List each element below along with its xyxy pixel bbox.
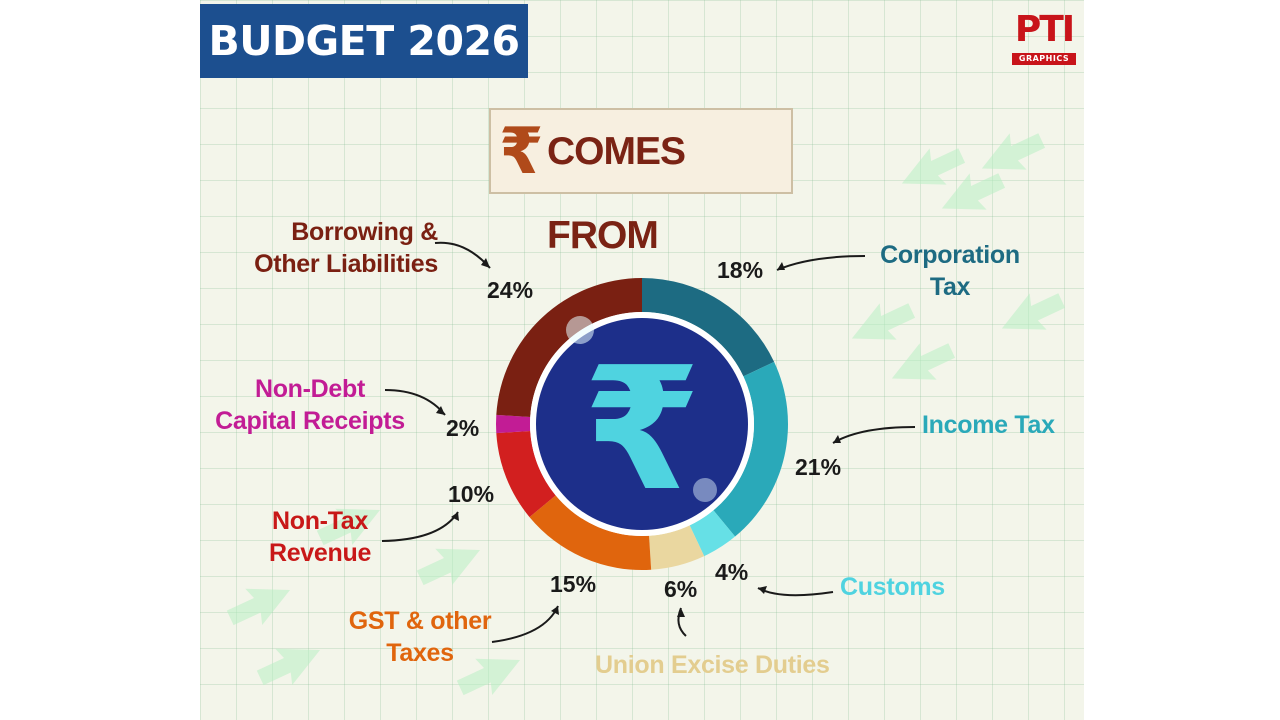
- label-customs-line1: Customs: [840, 573, 945, 601]
- label-non-tax-line2: Revenue: [268, 539, 372, 567]
- arrow-non-tax: [381, 511, 459, 542]
- label-union-excise: Union Excise Duties: [595, 649, 835, 681]
- label-non-debt: Non-Debt Capital Receipts: [210, 373, 410, 437]
- label-gst-line2: Taxes: [386, 639, 454, 667]
- label-non-tax: Non-Tax Revenue: [250, 505, 390, 569]
- pct-gst: 15%: [550, 571, 597, 597]
- label-borrowing-line1: Borrowing &: [291, 218, 438, 246]
- label-non-debt-line1: Non-Debt: [254, 375, 366, 403]
- budget-banner: BUDGET 2026: [200, 4, 528, 78]
- infographic-canvas: BUDGET 2026 PTI GRAPHICS ₹ COMES FROM ₹: [200, 0, 1084, 720]
- label-gst-line1: GST & other: [348, 607, 492, 635]
- label-non-tax-line1: Non-Tax: [271, 507, 369, 535]
- label-union-excise-line1: Union Excise Duties: [595, 651, 830, 679]
- label-gst: GST & other Taxes: [340, 605, 500, 669]
- center-rupee-icon: ₹: [583, 331, 701, 529]
- arrow-heads: [436, 258, 841, 617]
- label-corporation-line2: Tax: [929, 273, 971, 301]
- label-non-debt-line2: Capital Receipts: [215, 407, 405, 435]
- rupee-icon: ₹: [499, 115, 544, 189]
- slice-non-tax-revenue: [496, 431, 556, 518]
- center-disc: [536, 318, 748, 530]
- sparkle-top: [566, 316, 594, 344]
- pct-non-tax: 10%: [448, 481, 495, 507]
- chart-title-text: COMES FROM: [547, 130, 686, 257]
- pct-corporation-tax: 18%: [717, 257, 764, 283]
- slice-income-tax: [713, 361, 789, 537]
- label-customs: Customs: [840, 571, 950, 603]
- slice-borrowing-other-liabilities: [496, 278, 642, 417]
- pct-union-excise: 6%: [664, 576, 698, 602]
- label-income-line1: Income Tax: [922, 411, 1055, 439]
- pti-logo-mark: PTI: [1014, 9, 1075, 50]
- label-borrowing-line2: Other Liabilities: [254, 250, 438, 278]
- arrow-corporation: [776, 255, 866, 271]
- donut-chart: ₹: [381, 241, 916, 643]
- label-income-tax: Income Tax: [922, 409, 1072, 441]
- pti-graphics-logo: PTI GRAPHICS: [1012, 10, 1076, 66]
- slice-non-debt-capital-receipts: [495, 414, 531, 434]
- slice-union-excise-duties: [649, 525, 705, 570]
- label-corporation-line1: Corporation: [880, 241, 1020, 269]
- sparkle-bottom: [693, 478, 717, 502]
- pct-income-tax: 21%: [795, 454, 842, 480]
- label-borrowing: Borrowing & Other Liabilities: [250, 216, 438, 280]
- pti-logo-sub: GRAPHICS: [1012, 53, 1076, 65]
- donut-slices: [495, 278, 789, 570]
- arrow-income: [832, 426, 916, 444]
- arrow-customs: [757, 587, 834, 597]
- slice-customs: [689, 510, 736, 557]
- slice-gst-other-taxes: [529, 495, 652, 570]
- chart-title: ₹ COMES FROM: [489, 108, 793, 257]
- slice-corporation-tax: [642, 278, 775, 377]
- pct-borrowing: 24%: [487, 277, 534, 303]
- arrow-gst: [491, 605, 559, 643]
- pct-non-debt: 2%: [446, 415, 480, 441]
- label-corporation-tax: Corporation Tax: [870, 239, 1030, 303]
- pct-customs: 4%: [715, 559, 749, 585]
